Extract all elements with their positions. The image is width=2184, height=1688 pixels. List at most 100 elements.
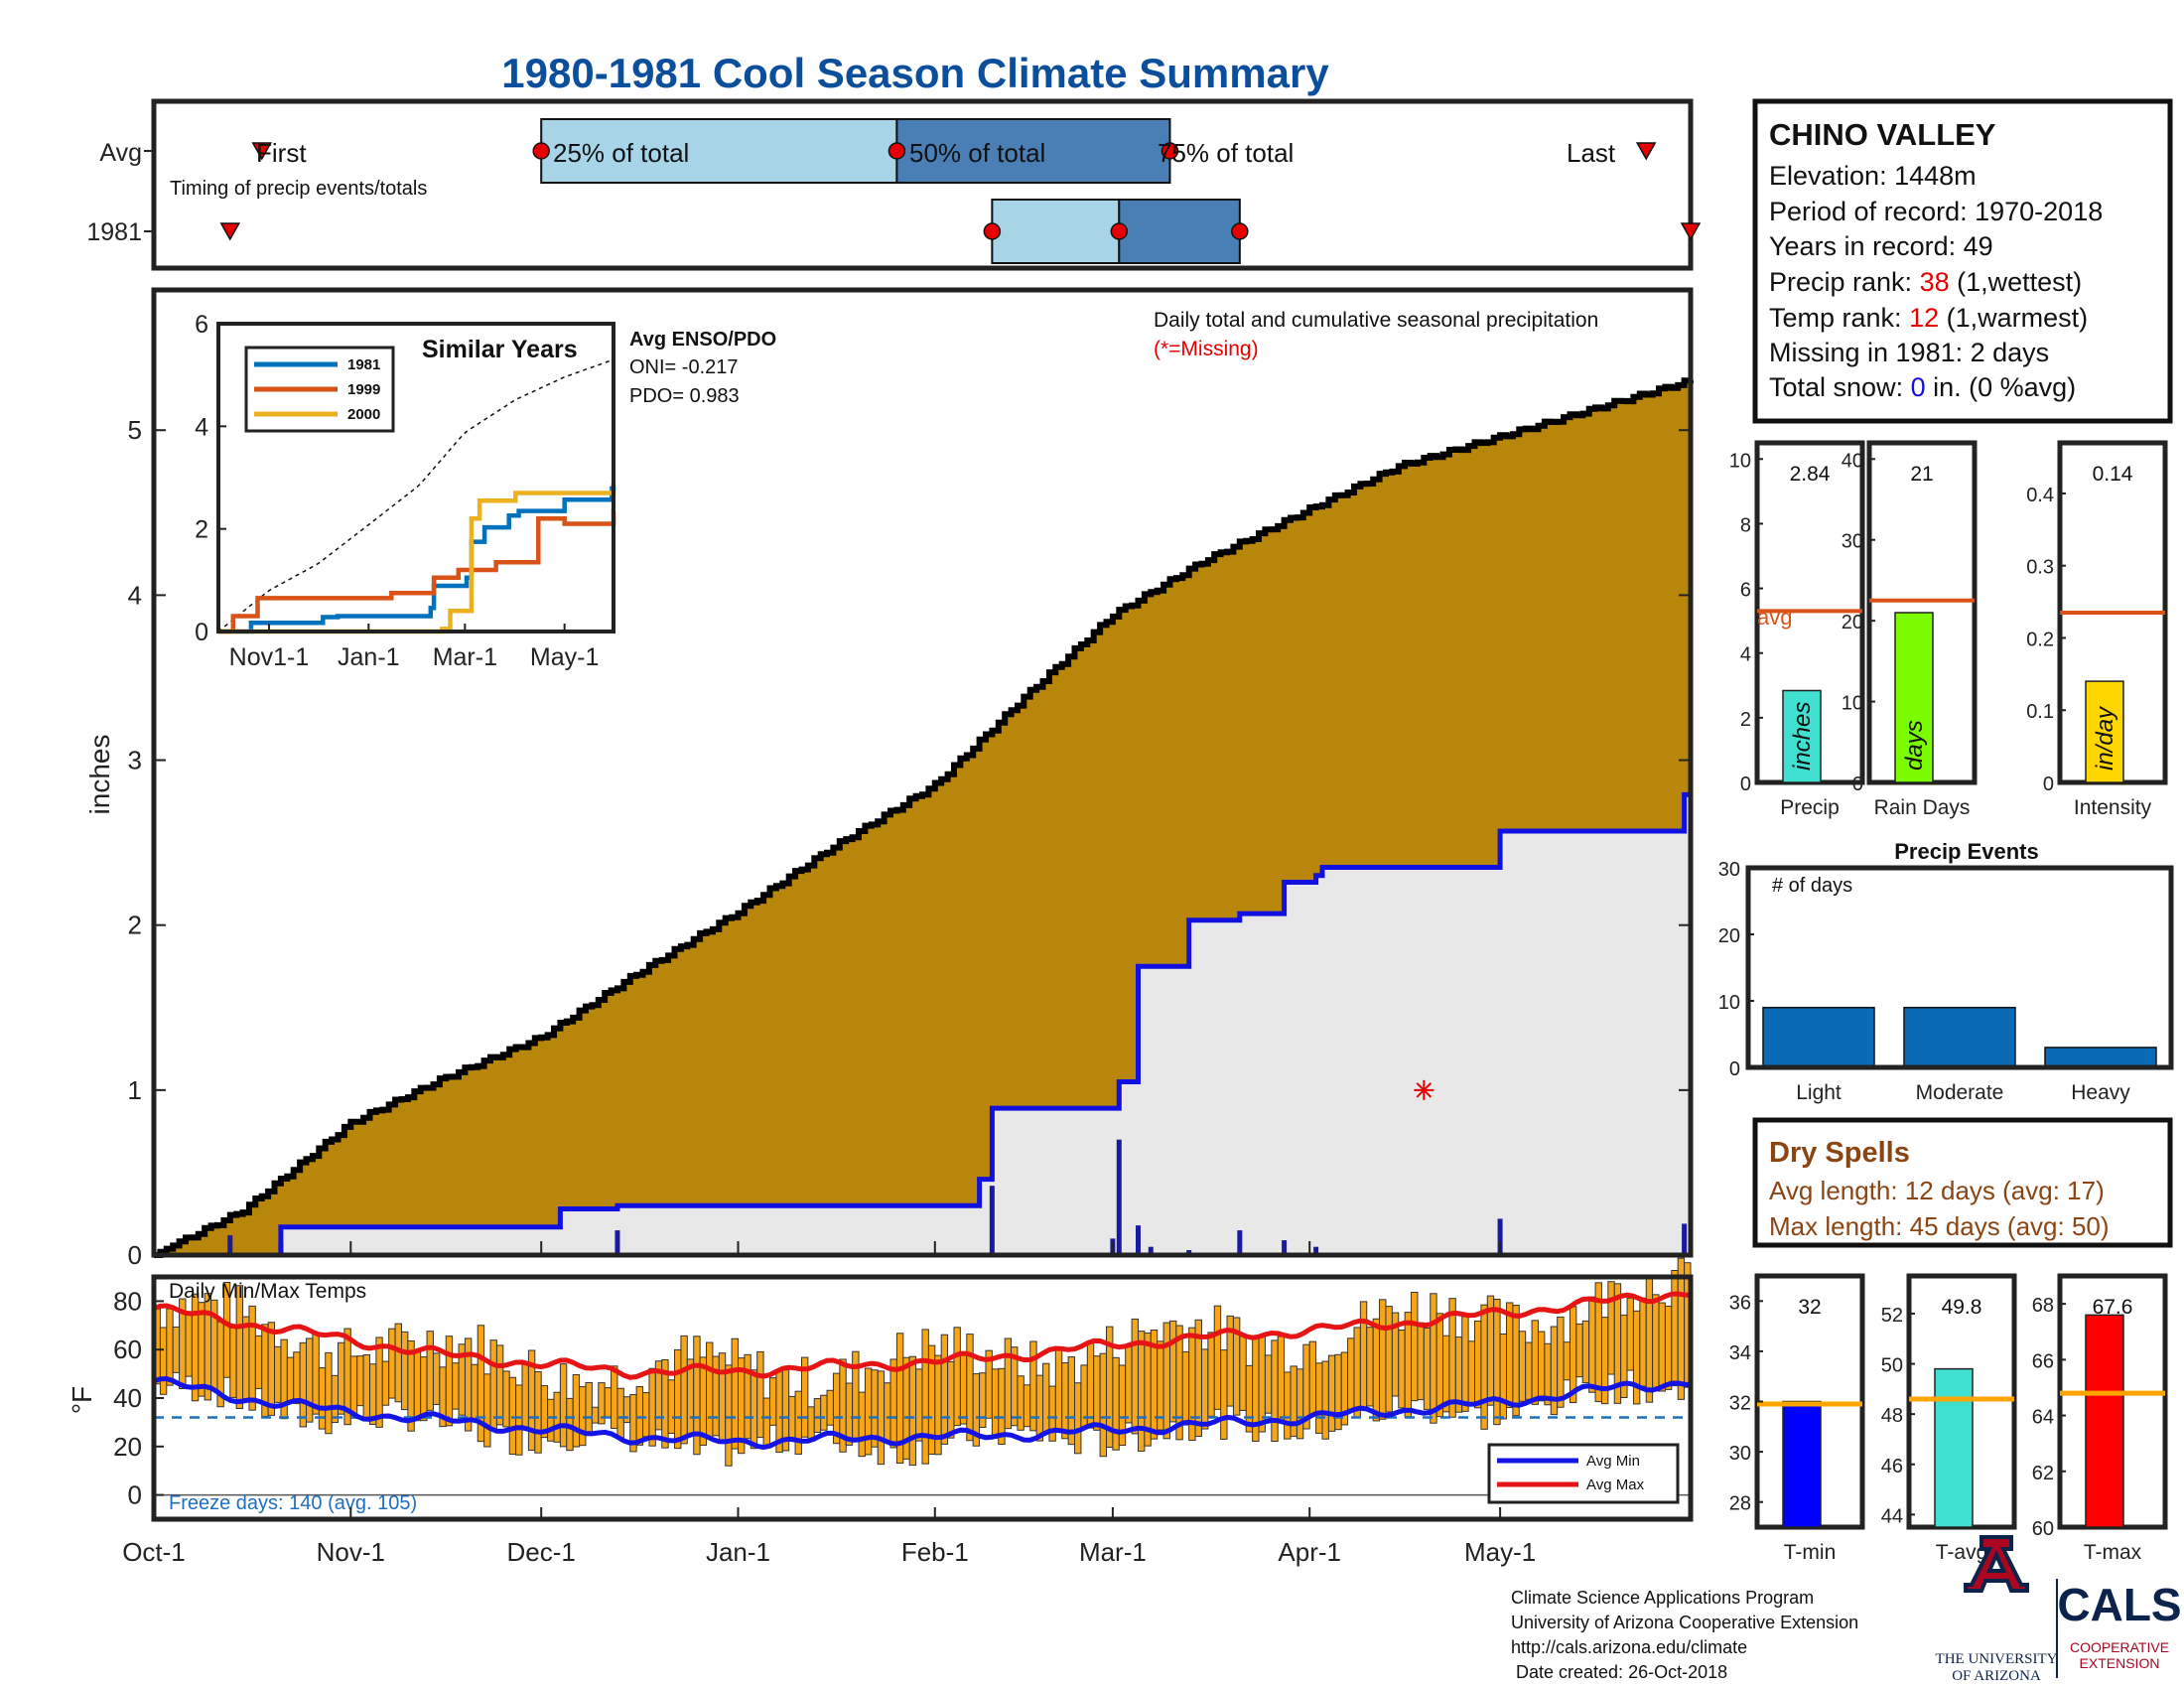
daily-temp-bar bbox=[611, 1365, 618, 1430]
station-snow: Total snow: 0 in. (0 %avg) bbox=[1769, 372, 2076, 402]
daily-temp-bar bbox=[1035, 1374, 1044, 1442]
daily-temp-bar bbox=[1308, 1340, 1317, 1415]
daily-temp-bar bbox=[864, 1367, 873, 1456]
daily-temp-bar bbox=[1162, 1322, 1170, 1440]
mini-temp-tick-label: 62 bbox=[2032, 1463, 2054, 1484]
daily-temp-bar bbox=[1499, 1334, 1507, 1420]
mini-precip-tick-label: 4 bbox=[1740, 644, 1751, 666]
daily-temp-bar bbox=[1518, 1331, 1527, 1402]
temp-title: Daily Min/Max Temps bbox=[169, 1280, 366, 1303]
shared-x-axis: Oct-1 Nov-1 Dec-1 Jan-1 Feb-1 Mar-1 Apr-1 May-1 bbox=[122, 1241, 1536, 1567]
timing-subtitle: Timing of precip events/totals bbox=[170, 178, 427, 200]
daily-temp-bar bbox=[254, 1335, 263, 1389]
daily-temp-bar bbox=[718, 1352, 727, 1442]
station-frame bbox=[1752, 98, 2173, 424]
station-name: CHINO VALLEY bbox=[1769, 117, 1996, 152]
daily-temp-bar bbox=[1385, 1306, 1393, 1413]
university-of-arizona-logo: THE UNIVERSITY OF ARIZONA bbox=[1936, 1535, 2058, 1684]
mini-precip-axis-label-precip-total: Precip bbox=[1780, 796, 1840, 819]
daily-temp-bar bbox=[750, 1369, 758, 1450]
daily-temp-bar bbox=[642, 1392, 650, 1438]
footer-line-3: http://cals.arizona.edu/climate bbox=[1511, 1637, 1747, 1657]
mini-precip-tick-label: 0.2 bbox=[2026, 629, 2054, 650]
daily-temp-bar bbox=[1581, 1320, 1590, 1384]
main-y-tick-label: 0 bbox=[128, 1240, 142, 1270]
dry-max-length: Max length: 45 days (avg: 50) bbox=[1769, 1211, 2110, 1241]
mini-temp-tick-label: 64 bbox=[2032, 1407, 2054, 1429]
precip-summary-bars: 2.84 inches Precip 0 2 4 6 8 10 21 days Rain Days 0 1… bbox=[1729, 440, 2168, 819]
daily-temp-bar bbox=[788, 1395, 796, 1439]
inset-y-tick-label: 0 bbox=[195, 619, 208, 646]
temp-y-tick-label: 20 bbox=[113, 1432, 142, 1462]
event-bar-light bbox=[1762, 1006, 1875, 1068]
daily-temp-bar bbox=[731, 1337, 739, 1450]
daily-temp-bar bbox=[877, 1370, 886, 1466]
mini-temp-bar-t-min bbox=[1782, 1400, 1822, 1528]
ua-block-a-icon bbox=[1964, 1535, 2029, 1593]
daily-temp-bar bbox=[312, 1332, 320, 1415]
daily-temp-bar bbox=[1366, 1327, 1374, 1407]
daily-precip-bar bbox=[1148, 1246, 1154, 1255]
daily-temp-bar bbox=[489, 1339, 497, 1431]
daily-temp-bar bbox=[1632, 1310, 1641, 1405]
daily-temp-bar bbox=[706, 1341, 714, 1439]
temp-legend-box bbox=[1487, 1443, 1680, 1504]
inset-series-1981 bbox=[218, 484, 616, 634]
daily-temp-bar bbox=[1042, 1362, 1050, 1435]
main-y-tick-label: 5 bbox=[128, 415, 142, 445]
daily-precip-bar bbox=[1135, 1225, 1141, 1255]
avg-max-line bbox=[153, 1291, 1692, 1380]
daily-temp-bar bbox=[394, 1323, 402, 1403]
cals-coop-2: EXTENSION bbox=[2080, 1655, 2160, 1671]
daily-temp-bar bbox=[1664, 1305, 1673, 1390]
events-tick-label: 20 bbox=[1718, 925, 1740, 947]
footer-line-4: Date created: 26-Oct-2018 bbox=[1511, 1662, 1727, 1682]
daily-temp-bar bbox=[267, 1322, 276, 1416]
inset-ticks: 0 2 4 6 Nov1-1 Jan-1 Mar-1 May-1 bbox=[195, 311, 599, 671]
timing-avg-triangle-first bbox=[251, 142, 273, 161]
daily-temp-bar bbox=[1423, 1327, 1432, 1410]
main-y-tick-label: 1 bbox=[128, 1075, 142, 1105]
temp-rank-value: 12 bbox=[1909, 303, 1939, 333]
daily-temp-bar bbox=[1023, 1384, 1031, 1428]
daily-temp-bar bbox=[1264, 1354, 1273, 1414]
daily-temp-bar bbox=[591, 1406, 600, 1424]
precip-events-chart: Precip Events Light Moderate Heavy0102030 … bbox=[1718, 839, 2174, 1104]
freeze-days-text: Freeze days: 140 (avg. 105) bbox=[169, 1492, 417, 1514]
daily-precip-bar bbox=[1116, 1139, 1122, 1255]
temp-rank-label: Temp rank: bbox=[1769, 303, 1909, 333]
mini-precip-tick-label: 10 bbox=[1729, 450, 1751, 472]
daily-temp-bar bbox=[248, 1305, 256, 1411]
daily-temp-bar bbox=[356, 1355, 364, 1407]
inset-avg-dashed-line bbox=[217, 358, 614, 633]
mini-precip-value-rain-days: 21 bbox=[1910, 463, 1933, 486]
mini-precip-tick-label: 20 bbox=[1842, 612, 1863, 633]
mini-precip-tick-label: 6 bbox=[1740, 580, 1751, 602]
daily-temp-bar bbox=[813, 1398, 822, 1434]
main-y-tick-label: 3 bbox=[128, 746, 142, 775]
daily-temp-bar bbox=[1639, 1297, 1647, 1387]
daily-temp-bar bbox=[1652, 1294, 1660, 1392]
events-title: Precip Events bbox=[1894, 839, 2039, 864]
daily-temp-bar bbox=[991, 1368, 1000, 1439]
station-elevation: Elevation: 1448m bbox=[1769, 161, 1977, 191]
dry-frame bbox=[1752, 1117, 2173, 1248]
temperature-chart: 0 20 40 60 80 °F Daily Min/Max Temps Freeze … bbox=[67, 1257, 1694, 1522]
daily-temp-bar bbox=[1493, 1298, 1501, 1426]
mini-temp-tick-label: 44 bbox=[1881, 1505, 1903, 1527]
mini-temp-tick-label: 34 bbox=[1729, 1342, 1751, 1364]
daily-temp-bar bbox=[693, 1336, 701, 1456]
daily-temp-bar bbox=[1537, 1331, 1546, 1402]
inset-x-tick-label: Nov1-1 bbox=[229, 643, 310, 671]
daily-precip-bar bbox=[989, 1186, 995, 1255]
daily-temp-bar bbox=[375, 1336, 383, 1428]
footer: Climate Science Applications Program Uni… bbox=[1511, 1535, 2182, 1684]
daily-temp-bar bbox=[1461, 1316, 1469, 1412]
timing-boxes bbox=[144, 118, 1702, 264]
station-temp-rank: Temp rank: 12 (1,warmest) bbox=[1769, 303, 2088, 333]
daily-temp-bar bbox=[1557, 1316, 1565, 1408]
daily-temp-bar bbox=[744, 1353, 751, 1440]
mini-precip-tick-label: 0.1 bbox=[2026, 701, 2054, 723]
mini-precip-tick-label: 0.4 bbox=[2026, 485, 2054, 506]
